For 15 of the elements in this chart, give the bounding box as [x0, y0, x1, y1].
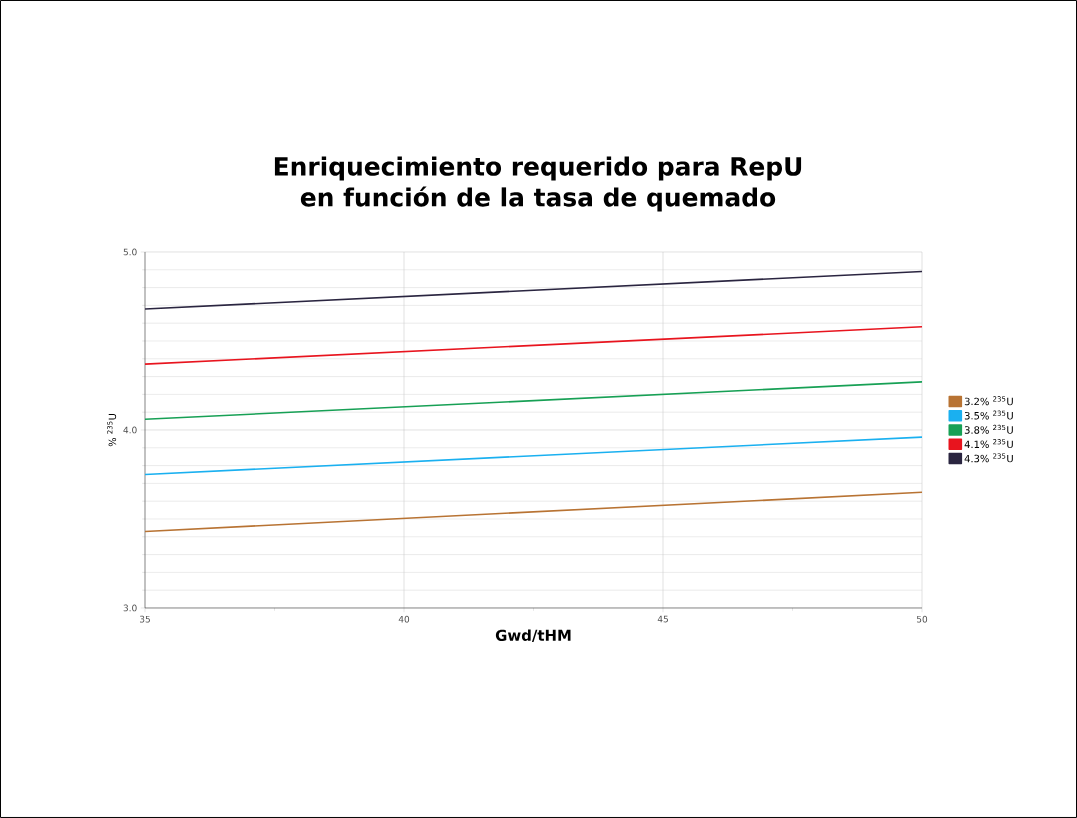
y-tick-label: 3.0 [123, 604, 137, 612]
legend-label: 3.8% $^{235}$U [964, 424, 1013, 434]
x-axis-title: Gwd/tHM [495, 629, 571, 643]
y-tick-label: 4.0 [123, 426, 137, 434]
x-tick-label: 35 [139, 615, 150, 623]
legend-label: 4.1% $^{235}$U [964, 439, 1013, 449]
legend-label: 4.3% $^{235}$U [964, 453, 1013, 463]
chart-title: Enriquecimiento requerido para RepU en función de la tasa de quemado [274, 156, 802, 212]
y-axis-title: % $^{235}$U [107, 413, 117, 447]
x-tick-label: 50 [916, 615, 928, 623]
y-tick-label: 5.0 [123, 248, 137, 256]
legend-label: 3.2% $^{235}$U [964, 396, 1013, 406]
x-tick-label: 45 [657, 615, 668, 623]
legend-label: 3.5% $^{235}$U [964, 410, 1013, 420]
x-tick-label: 40 [398, 615, 410, 623]
